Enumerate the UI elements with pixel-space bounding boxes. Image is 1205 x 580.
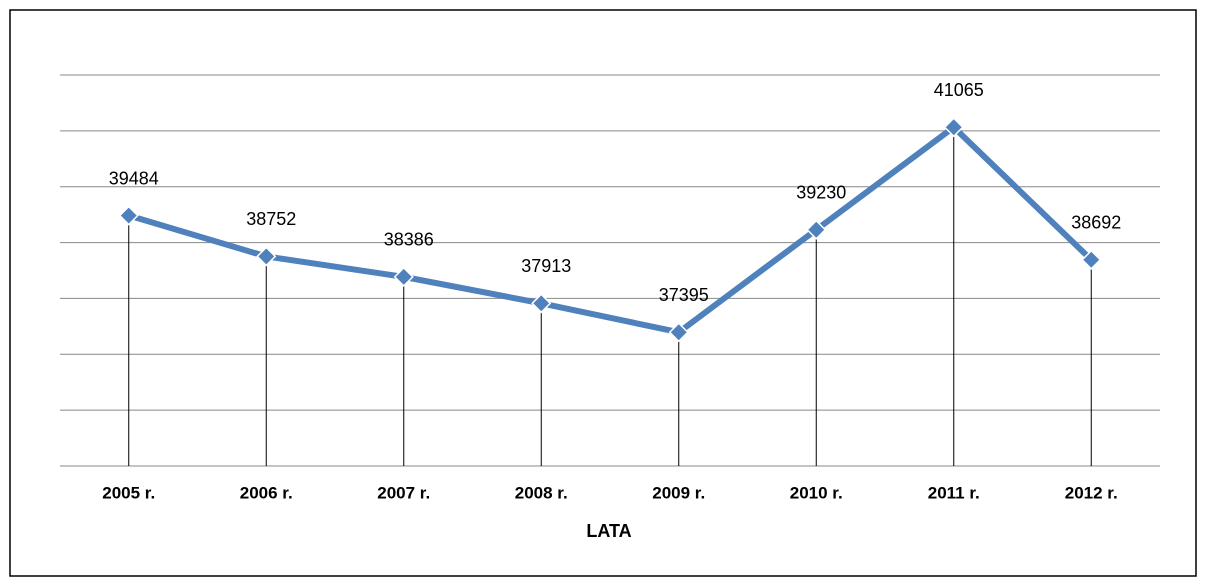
data-label: 39484 [109, 168, 159, 188]
data-label: 37395 [659, 285, 709, 305]
point-marker [256, 246, 277, 267]
x-axis-label: LATA [586, 521, 631, 541]
data-label: 37913 [521, 256, 571, 276]
point-marker [531, 293, 552, 314]
point-marker [806, 219, 827, 240]
data-label: 38386 [384, 230, 434, 250]
x-tick-label: 2012 r. [1065, 483, 1118, 502]
point-marker [668, 322, 689, 343]
point-marker [393, 266, 414, 287]
x-tick-label: 2007 r. [377, 483, 430, 502]
x-tick-label: 2006 r. [240, 483, 293, 502]
x-tick-label: 2011 r. [928, 483, 980, 502]
point-marker [943, 117, 964, 138]
data-label: 38752 [246, 209, 296, 229]
data-label: 38692 [1071, 213, 1121, 233]
x-tick-label: 2005 r. [102, 483, 155, 502]
point-marker [118, 205, 139, 226]
series-line [127, 124, 1094, 336]
x-tick-label: 2009 r. [652, 483, 705, 502]
x-tick-label: 2010 r. [790, 483, 843, 502]
data-label: 41065 [934, 80, 984, 100]
point-marker [1081, 249, 1102, 270]
x-tick-label: 2008 r. [515, 483, 568, 502]
chart-frame [9, 9, 1197, 577]
data-label: 39230 [796, 182, 846, 202]
